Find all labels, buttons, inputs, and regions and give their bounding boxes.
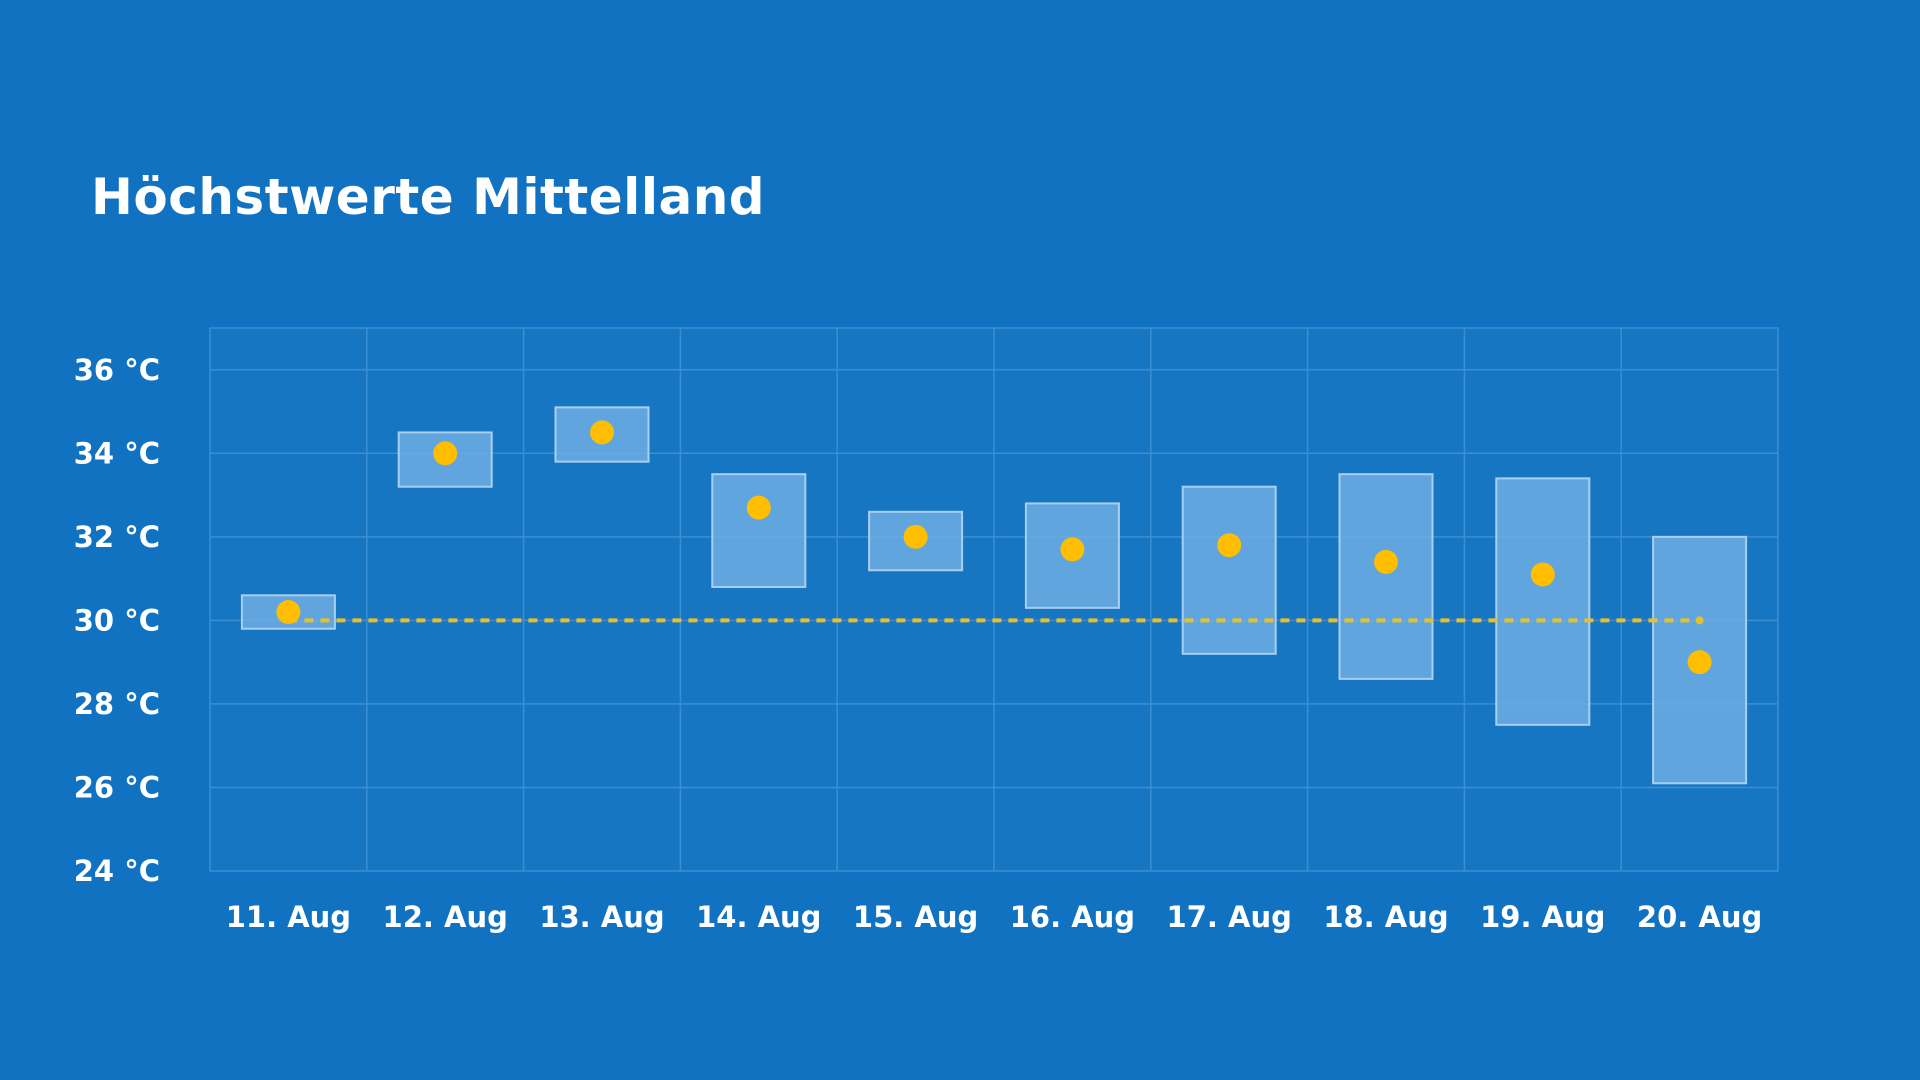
range-box xyxy=(1495,477,1591,726)
x-tick-label: 12. Aug xyxy=(383,900,508,934)
range-box xyxy=(1024,502,1120,609)
range-box xyxy=(711,473,807,588)
x-tick-label: 15. Aug xyxy=(853,900,978,934)
y-tick-label: 30 °C xyxy=(74,603,160,637)
forecast-point xyxy=(1217,533,1242,558)
range-box xyxy=(1338,473,1434,680)
forecast-point xyxy=(903,524,928,549)
forecast-point xyxy=(276,600,301,625)
chart-title: Höchstwerte Mittelland xyxy=(91,168,766,226)
forecast-point xyxy=(1374,549,1398,574)
y-tick-label: 36 °C xyxy=(74,353,160,387)
reference-line-layer xyxy=(288,616,1704,625)
y-tick-label: 34 °C xyxy=(74,436,160,470)
x-tick-label: 17. Aug xyxy=(1167,900,1292,934)
forecast-point xyxy=(590,420,614,445)
forecast-point xyxy=(433,441,458,466)
range-box xyxy=(1181,485,1277,655)
y-tick-label: 28 °C xyxy=(74,687,160,721)
x-tick-label: 11. Aug xyxy=(226,900,351,934)
forecast-points xyxy=(276,420,1712,675)
x-tick-label: 20. Aug xyxy=(1637,900,1762,934)
y-tick-label: 32 °C xyxy=(74,520,160,554)
x-axis-labels: 11. Aug 12. Aug 13. Aug 14. Aug 15. Aug 16. A… xyxy=(226,900,1763,934)
y-axis-labels: 24 °C 26 °C 28 °C 30 °C 32 °C 34 °C 36 °C xyxy=(74,353,160,888)
forecast-point xyxy=(1687,650,1712,675)
forecast-point xyxy=(1530,562,1555,587)
y-tick-label: 26 °C xyxy=(74,770,160,804)
x-tick-label: 16. Aug xyxy=(1010,900,1135,934)
x-tick-label: 18. Aug xyxy=(1323,900,1448,934)
x-tick-label: 14. Aug xyxy=(696,900,821,934)
forecast-point xyxy=(1060,537,1085,562)
reference-line-end xyxy=(1695,616,1704,625)
y-tick-label: 24 °C xyxy=(74,854,160,888)
x-tick-label: 19. Aug xyxy=(1480,900,1605,934)
forecast-point xyxy=(746,495,771,520)
x-tick-label: 13. Aug xyxy=(539,900,664,934)
range-boxes xyxy=(240,406,1748,785)
